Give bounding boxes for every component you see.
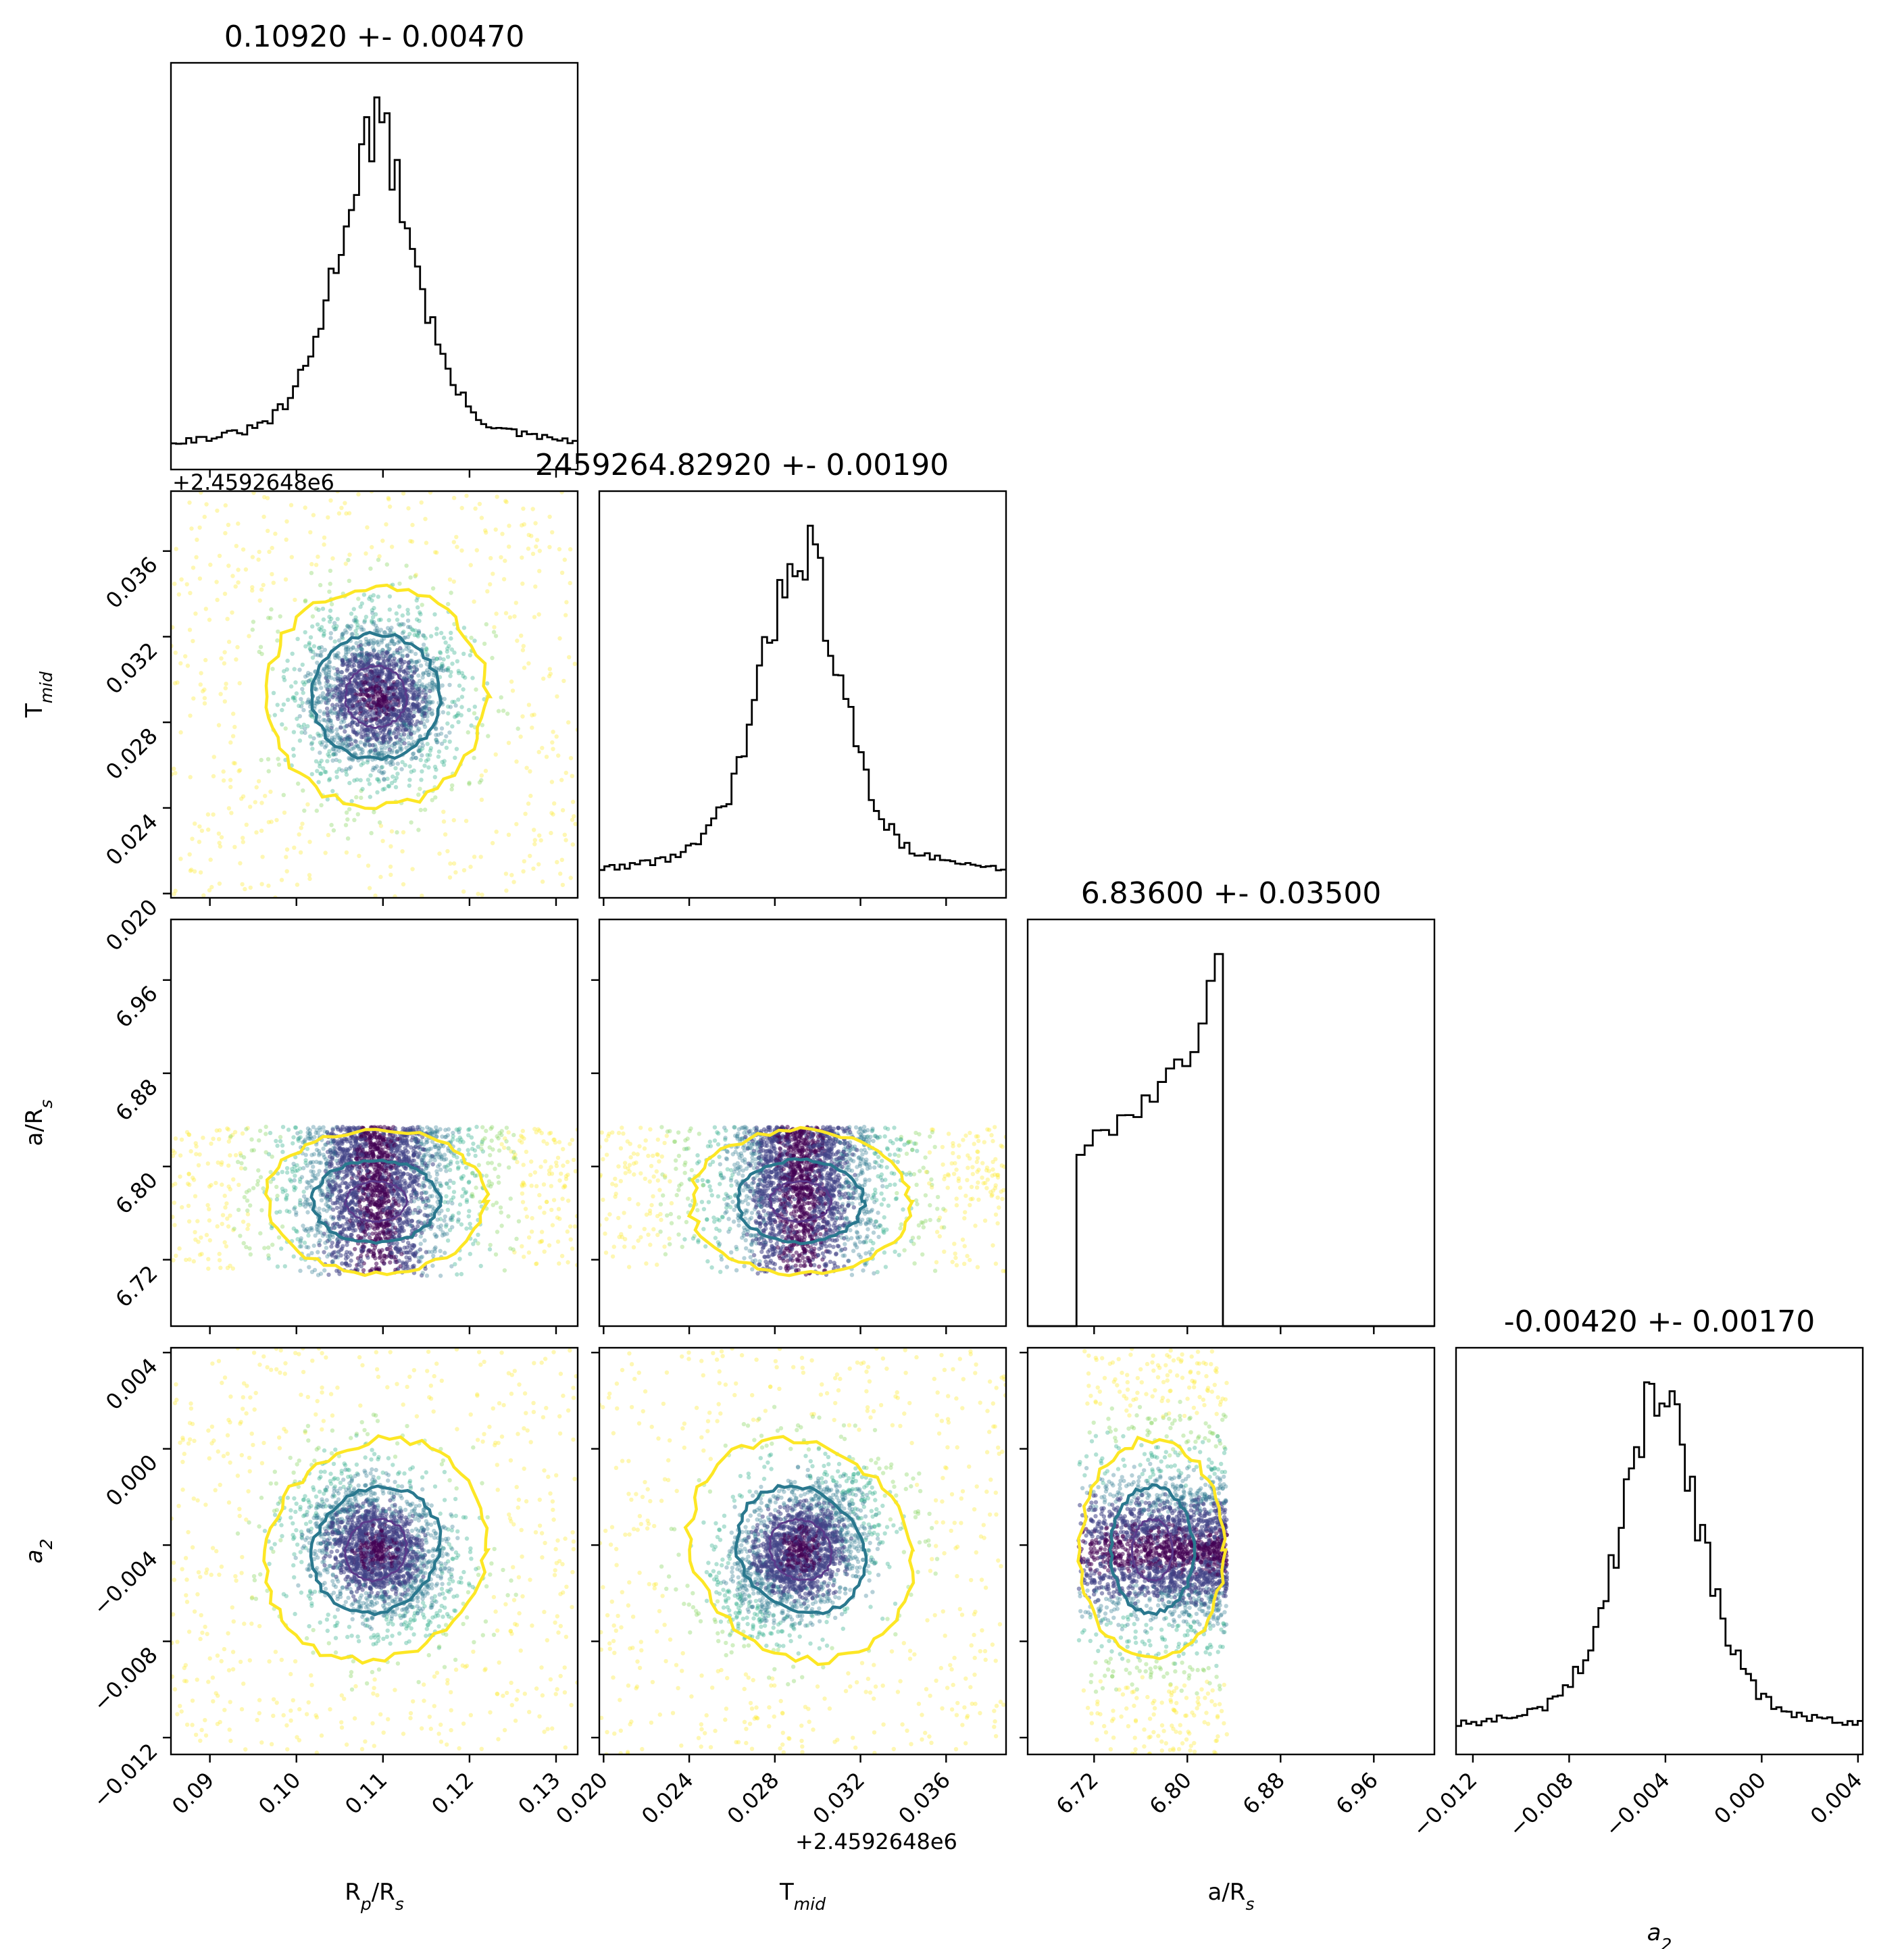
- panel-ars-vs-rp: [171, 1124, 578, 1278]
- x-tick-label: 0.020: [551, 1767, 613, 1829]
- x-tick-label: 0.09: [167, 1767, 219, 1819]
- contour-inner: [343, 1517, 409, 1583]
- y-tick-label: 0.036: [101, 552, 163, 614]
- x-axis-label-tmid: Tmid: [779, 1879, 826, 1914]
- panel-ars-vs-tmid: [599, 1124, 1006, 1277]
- contour-outer: [262, 1434, 491, 1665]
- x-axis-label-rp: Rp/Rs: [345, 1879, 404, 1914]
- diag-title-tmid: 2459264.82920 +- 0.00190: [535, 448, 949, 482]
- axes-frame-2-1: [598, 918, 1007, 1327]
- y-tick-label: −0.008: [88, 1642, 163, 1717]
- y-tick-label: 6.88: [110, 1073, 162, 1125]
- x-tick-label: 6.96: [1331, 1767, 1383, 1819]
- y-tick-label: 6.72: [110, 1260, 162, 1312]
- x-tick-label: 0.11: [340, 1767, 392, 1819]
- x-tick-label: 0.10: [253, 1767, 305, 1819]
- contour-inner: [344, 664, 408, 730]
- histogram-ars: [1028, 953, 1434, 1327]
- y-tick-label: 0.000: [101, 1449, 163, 1511]
- contour-outer: [686, 1125, 916, 1277]
- contour-outer: [683, 1435, 916, 1667]
- axes-frame-3-2: [1026, 1346, 1436, 1756]
- diag-title-a2: -0.00420 +- 0.00170: [1504, 1305, 1815, 1339]
- x-tick-label: 0.12: [426, 1767, 478, 1819]
- contour-outer: [264, 583, 493, 811]
- y-tick-label: 0.024: [101, 809, 163, 871]
- histogram-rp: [171, 96, 578, 445]
- axes-frame-1-0: [170, 490, 579, 899]
- axes-frame-0-0: [170, 61, 579, 471]
- panel-a2-vs-rp: [171, 1348, 578, 1754]
- contour-inner: [1130, 1517, 1174, 1583]
- scatter-points: [171, 491, 578, 898]
- y-tick-label: 0.028: [101, 723, 163, 785]
- y-tick-label: 6.96: [110, 980, 162, 1032]
- contour-outer: [264, 1128, 491, 1277]
- scatter-points: [171, 1348, 578, 1754]
- x-tick-label: −0.004: [1600, 1767, 1675, 1842]
- histogram-tmid: [599, 524, 1006, 871]
- diag-title-rp: 0.10920 +- 0.00470: [224, 20, 525, 54]
- y-tick-label: 0.004: [101, 1353, 163, 1415]
- panel-a2-vs-tmid: [599, 1348, 1006, 1754]
- scatter-points: [171, 1124, 578, 1278]
- axes-frame-2-2: [1026, 918, 1436, 1327]
- contour-middle: [310, 630, 443, 761]
- panel-tmid-vs-rp: [171, 491, 578, 898]
- contour-middle: [309, 1159, 443, 1245]
- x-tick-label: 6.72: [1051, 1767, 1103, 1819]
- y-axis-label-a2: a2: [21, 1539, 56, 1564]
- x-tick-label: −0.012: [1407, 1767, 1482, 1842]
- x-tick-label: 0.024: [636, 1767, 699, 1829]
- contour-inner: [768, 1180, 833, 1223]
- axes-frame-2-0: [170, 918, 579, 1327]
- x-axis-label-a2: a2: [1647, 1919, 1672, 1949]
- axes-frame-1-1: [598, 490, 1007, 899]
- y-axis-label-tmid: Tmid: [21, 672, 56, 718]
- contour-middle: [309, 1484, 443, 1617]
- contour-inner: [768, 1517, 833, 1581]
- contour-middle: [736, 1157, 868, 1246]
- y-axis-label-ars: a/Rs: [21, 1100, 56, 1146]
- y-offset-label: +2.4592648e6: [172, 470, 334, 495]
- y-tick-label: 0.032: [101, 637, 163, 699]
- x-tick-label: −0.008: [1503, 1767, 1578, 1842]
- x-tick-label: 0.004: [1805, 1767, 1868, 1829]
- contour-middle: [1108, 1483, 1197, 1617]
- y-tick-label: 0.020: [101, 894, 163, 956]
- contour-inner: [343, 1180, 409, 1223]
- y-tick-label: 6.80: [110, 1167, 162, 1219]
- scatter-points: [1076, 1348, 1230, 1754]
- scatter-points: [599, 1124, 1006, 1277]
- diag-title-ars: 6.83600 +- 0.03500: [1081, 876, 1382, 911]
- axes-frame-3-1: [598, 1346, 1007, 1756]
- x-tick-label: 0.032: [808, 1767, 870, 1829]
- y-tick-label: −0.012: [88, 1738, 163, 1813]
- panel-a2-vs-ars: [1076, 1348, 1230, 1754]
- scatter-points: [599, 1348, 1006, 1754]
- contour-outer: [1076, 1435, 1228, 1661]
- x-tick-label: 6.80: [1145, 1767, 1197, 1819]
- x-tick-label: 6.88: [1238, 1767, 1290, 1819]
- x-tick-label: 0.036: [893, 1767, 955, 1829]
- axes-frame-3-0: [170, 1346, 579, 1756]
- x-axis-label-ars: a/Rs: [1208, 1879, 1255, 1914]
- y-tick-label: −0.004: [88, 1546, 163, 1621]
- x-tick-label: 0.028: [722, 1767, 784, 1829]
- x-tick-label: 0.000: [1709, 1767, 1771, 1829]
- contour-middle: [734, 1484, 868, 1615]
- x-offset-label: +2.4592648e6: [795, 1829, 957, 1854]
- histogram-a2: [1456, 1381, 1863, 1727]
- axes-frame-3-3: [1455, 1346, 1864, 1756]
